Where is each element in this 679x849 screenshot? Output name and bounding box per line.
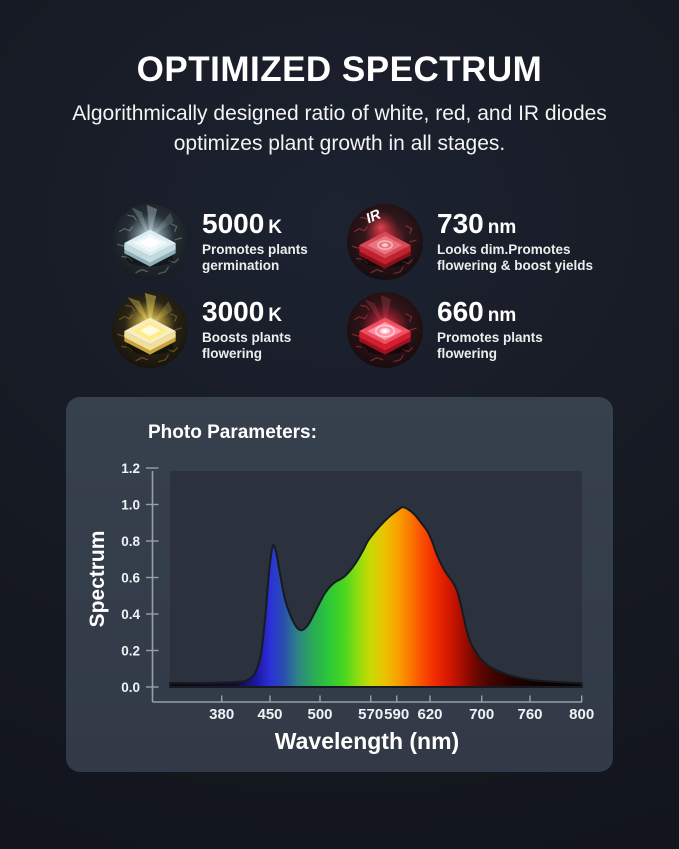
diode-heading-730nm: 730 nm <box>437 210 607 239</box>
x-tick-label: 760 <box>517 706 542 723</box>
subtitle-line-1: Algorithmically designed ratio of white,… <box>72 102 607 125</box>
x-tick-label: 700 <box>469 706 494 723</box>
diode-value: 3000 <box>202 296 265 327</box>
chart-title: Photo Parameters: <box>148 422 317 443</box>
red-led-chip-icon <box>347 292 423 368</box>
ir-led-chip-icon: IR <box>347 204 423 280</box>
x-tick-label: 590 <box>384 706 409 723</box>
y-tick-label: 1.0 <box>121 497 140 512</box>
x-tick-label: 570 <box>358 706 383 723</box>
page-subtitle: Algorithmically designed ratio of white,… <box>0 99 679 159</box>
y-tick-label: 0.0 <box>121 680 140 695</box>
diode-item-3000k: 3000 K Boosts plants flowering <box>111 291 372 369</box>
diode-unit: nm <box>487 217 517 238</box>
diode-item-730nm: IR 730 nm Looks dim.Promotes flowering &… <box>346 203 607 281</box>
spectrum-chart: 0.0 0.2 0.4 0.6 0.8 1.0 1.2 380 450 500 570 590 620… <box>86 461 594 754</box>
photo-parameters-panel: Photo Parameters: 0.0 0.2 0.4 0.6 0.8 1.0 1.2 … <box>66 397 613 772</box>
diode-value: 730 <box>437 208 484 239</box>
y-tick-label: 1.2 <box>121 461 140 476</box>
y-tick-label: 0.2 <box>121 643 140 658</box>
diode-value: 660 <box>437 296 484 327</box>
diode-item-660nm: 660 nm Promotes plants flowering <box>346 291 607 369</box>
x-tick-label: 800 <box>569 706 594 723</box>
x-tick-label: 450 <box>257 706 282 723</box>
diode-item-5000k: 5000 K Promotes plants germination <box>111 203 372 281</box>
diode-unit: nm <box>487 305 517 326</box>
y-axis-ticks: 0.0 0.2 0.4 0.6 0.8 1.0 1.2 <box>121 461 159 695</box>
diode-heading-660nm: 660 nm <box>437 298 607 327</box>
diode-value: 5000 <box>202 208 265 239</box>
diode-heading-5000k: 5000 K <box>202 210 372 239</box>
y-tick-label: 0.6 <box>121 570 140 585</box>
circuit-traces <box>351 216 417 275</box>
warm-led-chip-icon <box>112 292 188 368</box>
x-axis-ticks: 380 450 500 570 590 620 700 760 800 <box>209 695 594 723</box>
diode-heading-3000k: 3000 K <box>202 298 372 327</box>
diode-unit: K <box>268 305 283 326</box>
diode-description: Promotes plants flowering <box>437 330 543 361</box>
diode-description: Boosts plants flowering <box>202 330 292 361</box>
x-axis-title: Wavelength (nm) <box>275 728 459 754</box>
diode-unit: K <box>268 217 283 238</box>
subtitle-line-2: optimizes plant growth in all stages. <box>173 132 506 155</box>
white-led-chip-icon <box>112 204 188 280</box>
y-axis-title: Spectrum <box>86 531 109 628</box>
x-tick-label: 620 <box>417 706 442 723</box>
ir-badge-label: IR <box>364 206 384 227</box>
y-tick-label: 0.4 <box>121 607 140 622</box>
y-tick-label: 0.8 <box>121 534 140 549</box>
x-tick-label: 380 <box>209 706 234 723</box>
diode-description: Promotes plants germination <box>202 242 308 273</box>
diode-description: Looks dim.Promotes flowering & boost yie… <box>437 242 594 273</box>
x-tick-label: 500 <box>307 706 332 723</box>
page-title: OPTIMIZED SPECTRUM <box>136 50 543 89</box>
spectrum-area <box>169 506 583 688</box>
